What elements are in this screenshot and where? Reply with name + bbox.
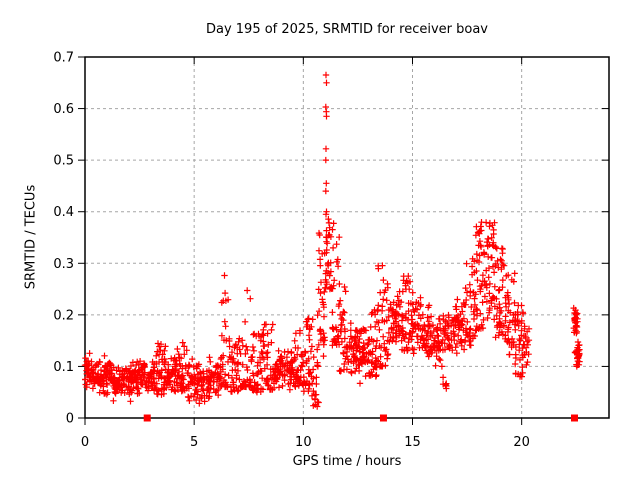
y-tick-label: 0.6	[53, 102, 74, 117]
x-axis-label: GPS time / hours	[292, 454, 402, 469]
x-tick-label: 0	[81, 435, 89, 450]
x-tick-label: 15	[404, 435, 421, 450]
x-tick-label: 20	[513, 435, 530, 450]
y-tick-label: 0.5	[53, 154, 74, 169]
y-tick-label: 0.7	[53, 51, 74, 66]
chart-title: Day 195 of 2025, SRMTID for receiver boa…	[205, 22, 489, 37]
y-tick-label: 0.1	[53, 360, 74, 375]
y-tick-label: 0	[66, 412, 74, 427]
event-flag-marker	[143, 414, 151, 422]
srmtid-scatter-points	[81, 71, 583, 410]
y-tick-label: 0.3	[53, 257, 74, 272]
x-tick-label: 10	[295, 435, 312, 450]
event-flag-marker	[379, 414, 387, 422]
y-tick-label: 0.2	[53, 308, 74, 323]
event-flag-marker	[571, 414, 579, 422]
plot-border	[84, 56, 610, 419]
y-tick-label: 0.4	[53, 205, 74, 220]
x-tick-label: 5	[190, 435, 198, 450]
